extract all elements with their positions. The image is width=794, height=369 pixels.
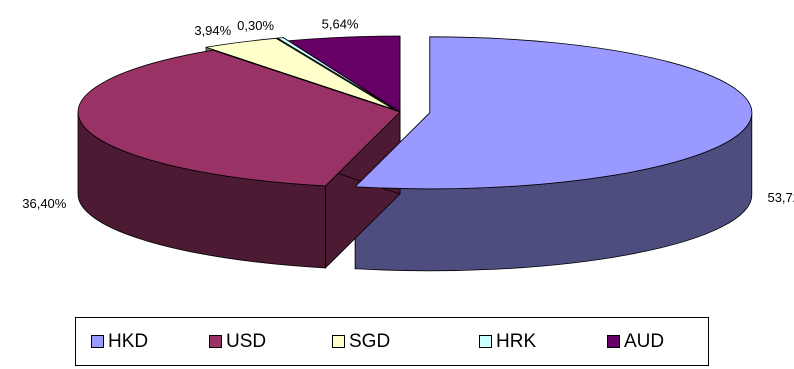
- legend-label-hkd: HKD: [108, 330, 149, 352]
- slice-hrk: [276, 37, 396, 110]
- pct-label-usd: 36,40%: [22, 196, 67, 211]
- pct-label-hrk: 0,30%: [237, 18, 274, 33]
- slice-sgd: [205, 37, 394, 110]
- pct-label-sgd: 3,94%: [194, 23, 231, 38]
- pct-label-hkd: 53,72%: [767, 190, 794, 205]
- legend-label-aud: AUD: [624, 330, 665, 352]
- legend-swatch-hkd: [91, 335, 104, 348]
- legend: HKD USD SGD HRK AUD: [75, 317, 709, 366]
- legend-swatch-sgd: [332, 335, 345, 348]
- legend-label-sgd: SGD: [349, 330, 391, 352]
- slice-hkd: [354, 36, 753, 190]
- legend-item-hkd: HKD: [91, 318, 148, 365]
- legend-item-usd: USD: [209, 318, 266, 365]
- legend-swatch-usd: [209, 335, 222, 348]
- legend-item-hrk: HRK: [479, 318, 536, 365]
- pct-label-aud: 5,64%: [322, 16, 359, 31]
- slice-usd: [77, 49, 401, 187]
- legend-item-sgd: SGD: [332, 318, 390, 365]
- legend-label-usd: USD: [226, 330, 267, 352]
- legend-swatch-hrk: [479, 335, 492, 348]
- legend-label-hrk: HRK: [496, 330, 537, 352]
- legend-item-aud: AUD: [607, 318, 664, 365]
- legend-swatch-aud: [607, 335, 620, 348]
- pie-labels: 53,72% 36,40% 3,94% 0,30% 5,64%: [22, 16, 794, 211]
- pie-faces: [77, 35, 753, 190]
